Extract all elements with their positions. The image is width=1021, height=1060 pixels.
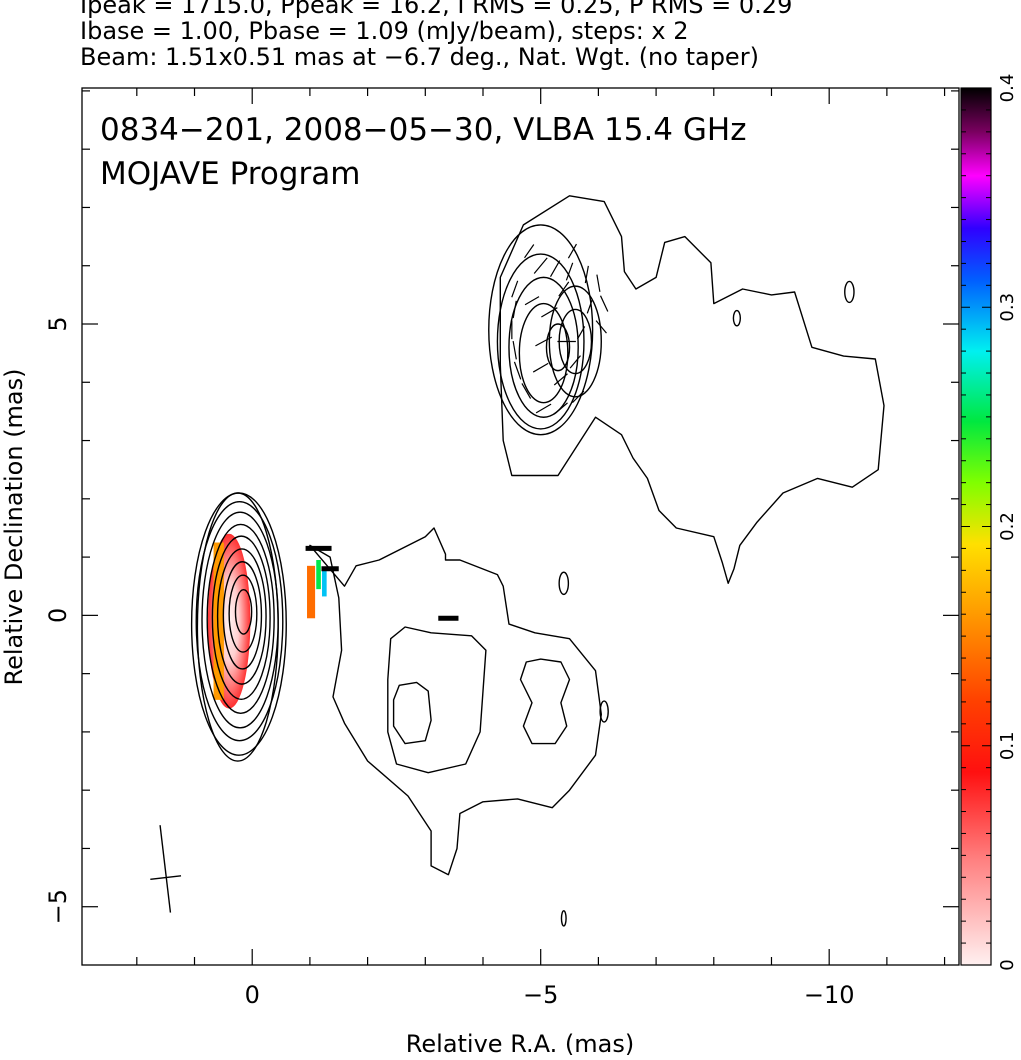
evpa-vector: [584, 265, 589, 284]
knot-contour: [508, 276, 579, 418]
knot-contour: [548, 285, 602, 398]
map-header: Ipeak = 1715.0, Ppeak = 16.2, I RMS = 0.…: [80, 0, 1020, 70]
beam-minor-axis: [150, 875, 182, 881]
axes: 0 −5 −10 −5 0 5: [44, 88, 959, 1009]
core-contour: [228, 574, 258, 653]
evpa-vector: [521, 383, 532, 399]
core-contour: [216, 548, 267, 685]
knot-contour: [545, 323, 571, 372]
core-contour: [195, 501, 284, 742]
jet-second-contour: [387, 626, 487, 774]
core-contour: [206, 523, 275, 714]
fracpol-patch: [307, 565, 316, 619]
evpa-vector: [512, 300, 517, 319]
fracpol-patch: [213, 542, 224, 700]
evpa-vector: [599, 295, 609, 312]
evpa-vector: [524, 244, 535, 259]
evpa-vector: [535, 403, 552, 414]
evpa-vector: [586, 299, 593, 314]
plot-frame: [81, 87, 960, 966]
island-contour: [558, 571, 570, 596]
evpa-vector: [524, 296, 540, 306]
evpa-vector: [567, 243, 577, 259]
evpa-vector: [553, 373, 568, 386]
evpa-vector: [541, 307, 558, 318]
colorbar-tick-label: 0.4: [997, 74, 1018, 103]
header-line-beam: Beam: 1.51x0.51 mas at −6.7 deg., Nat. W…: [80, 43, 759, 71]
y-tick-label: 5: [44, 316, 72, 331]
x-tick-label: 0: [245, 981, 260, 1009]
evpa-vector: [569, 355, 581, 369]
x-tick-label: −5: [523, 981, 558, 1009]
evpa-vector: [596, 274, 601, 292]
core-contour: [234, 589, 253, 635]
y-tick-label: 0: [44, 608, 72, 623]
beam-major-axis: [159, 825, 172, 913]
evpa-vector: [512, 340, 517, 360]
evpa-vector: [513, 361, 522, 380]
evpa-vector: [553, 402, 568, 415]
core-contour: [190, 492, 287, 756]
map-title-source: 0834−201, 2008−05−30, VLBA 15.4 GHz: [100, 112, 746, 148]
jet-outer-contour: [309, 527, 602, 876]
evpa-vector: [511, 280, 519, 298]
x-tick-label: −10: [804, 981, 855, 1009]
jet-island-contour: [519, 658, 571, 745]
evpa-vector: [558, 281, 570, 297]
island-contour: [732, 309, 742, 327]
x-axis-title: Relative R.A. (mas): [406, 1030, 634, 1058]
colorbar-tick-label: 0: [997, 959, 1018, 970]
fracpol-patch: [322, 570, 327, 597]
fracpol-patch: [316, 560, 321, 590]
extended-jet-contour: [499, 195, 885, 584]
evpa-vector: [549, 260, 561, 278]
evpa-vector: [532, 362, 549, 373]
colorbar-tick-label: 0.1: [997, 731, 1018, 760]
evpa-vector: [533, 257, 548, 274]
knot-contour: [518, 302, 569, 404]
island-contour: [844, 280, 855, 304]
core-contour: [211, 535, 271, 700]
jet-third-contour: [392, 681, 432, 745]
colorbar-axis: 0 0.1 0.2 0.3 0.4: [961, 74, 1018, 971]
core-contour: [201, 511, 279, 729]
y-axis-title: Relative Declination (mas): [0, 368, 28, 685]
evpa-vector: [535, 336, 553, 347]
evpa-vector: [595, 320, 607, 334]
evpa-vector: [576, 326, 586, 340]
header-line-base: Ibase = 1.00, Pbase = 1.09 (mJy/beam), s…: [80, 17, 689, 45]
colorbar-tick-label: 0.3: [997, 293, 1018, 322]
y-tick-label: −5: [44, 889, 72, 924]
core-contour: [222, 561, 263, 670]
knot-contour: [496, 253, 585, 430]
colorbar-tick-label: 0.2: [997, 512, 1018, 541]
island-contour: [599, 700, 609, 723]
knot-contour: [488, 224, 594, 436]
plot-area: [150, 195, 885, 927]
header-line-peaks: Ipeak = 1715.0, Ppeak = 16.2, I RMS = 0.…: [80, 0, 793, 19]
evpa-vector: [565, 262, 574, 281]
map-title-program: MOJAVE Program: [100, 156, 360, 192]
evpa-vector: [572, 390, 585, 404]
island-contour: [560, 910, 567, 927]
